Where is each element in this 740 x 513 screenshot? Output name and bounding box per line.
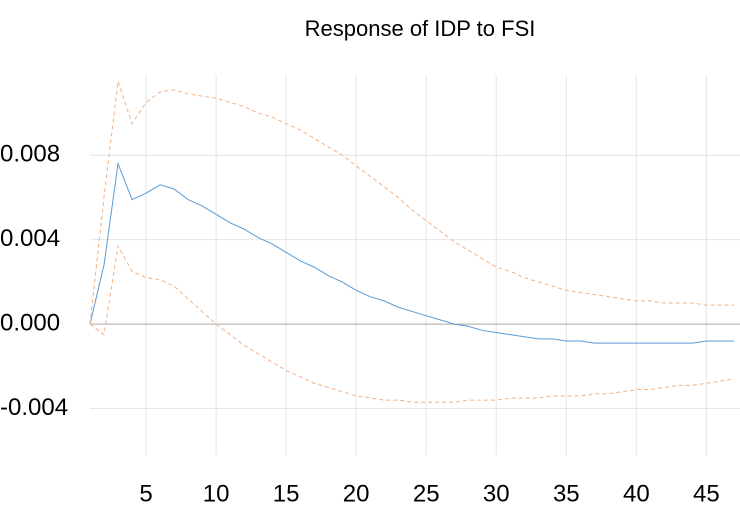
y-tick-label: -0.004 <box>0 394 68 421</box>
chart-title: Response of IDP to FSI <box>305 16 536 41</box>
x-tick-label: 5 <box>139 480 152 507</box>
x-tick-label: 35 <box>553 480 580 507</box>
x-tick-label: 15 <box>273 480 300 507</box>
x-tick-label: 45 <box>693 480 720 507</box>
x-tick-label: 30 <box>483 480 510 507</box>
y-tick-label: 0.004 <box>0 225 60 252</box>
y-tick-label: 0.008 <box>0 141 60 168</box>
x-tick-label: 40 <box>623 480 650 507</box>
x-tick-label: 20 <box>343 480 370 507</box>
x-tick-label: 10 <box>203 480 230 507</box>
series-line <box>89 161 735 344</box>
series-line <box>89 244 735 403</box>
series-line <box>89 81 735 325</box>
y-tick-label: 0.000 <box>0 309 60 336</box>
x-tick-label: 25 <box>413 480 440 507</box>
